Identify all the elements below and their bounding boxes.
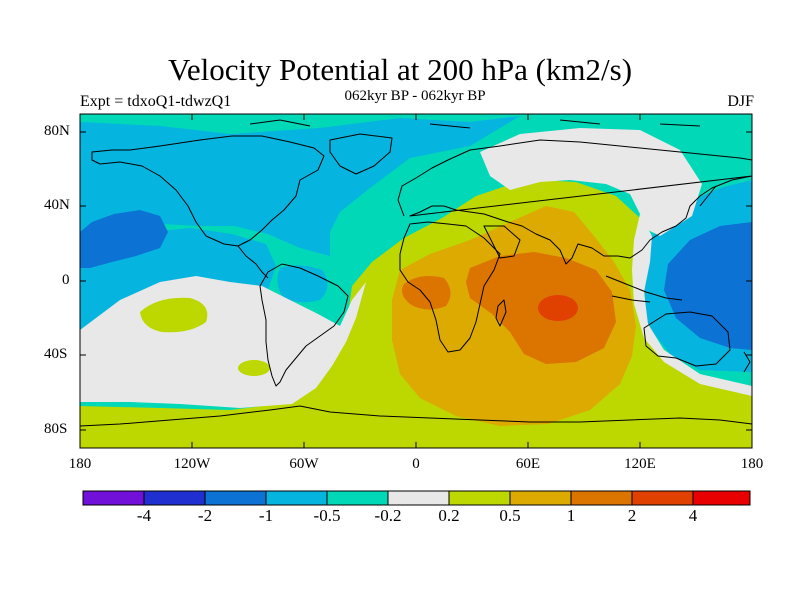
colorbar-label-2: -2 [197,506,213,525]
lat-label-40n: 40N [44,197,70,213]
lat-ticks [80,131,752,431]
coastline-central-america [237,245,269,279]
coastline-europe-asia [397,139,752,265]
contour-field [80,114,752,448]
colorbar-box-1 [82,490,145,506]
contour-fill-pos-weak-patch-b [238,360,270,376]
colorbar-label-8: 1 [566,506,576,525]
coastlines [80,119,752,427]
contour-fill-neg-strong-west-pacific [664,222,752,350]
coastline-greenland [329,133,393,175]
coastline-japan [699,185,717,207]
lon-label-60e: 60E [515,456,541,472]
colorbar-box-8 [509,490,572,506]
colorbar-label-3: -1 [258,506,274,525]
lon-label-120e: 120E [624,456,656,472]
lon-label-180e: 180 [740,456,764,472]
colorbar-box-5 [326,490,389,506]
season-label: DJF [727,93,754,110]
lon-label-120w: 120W [173,456,211,472]
coastline-indonesia [605,275,683,303]
colorbar-label-10: 4 [688,506,698,525]
contour-fill-neg-moderate-north-pacific [80,116,520,256]
experiment-label: Expt = tdxoQ1-tdwzQ1 [80,93,232,110]
contour-fill-neg-moderate-atlantic [277,265,328,303]
colorbar-box-10 [631,490,694,506]
contour-fill-neg-strong-north-pacific [80,210,168,268]
contour-fill-near-zero-asia [480,128,702,236]
lon-ticks [191,114,641,448]
map-title: Velocity Potential at 200 hPa (km2/s) [167,52,633,87]
colorbar-label-6: 0.2 [438,506,460,525]
lon-label-0: 0 [412,456,420,472]
coastline-north-america [91,135,325,247]
colorbar-label-4: -0.5 [313,506,341,525]
lat-label-80n: 80N [44,123,70,139]
contour-fill-pos-maximum [538,295,578,321]
colorbar-box-4 [265,490,328,506]
coastline-south-america [259,263,349,387]
colorbar-label-9: 2 [627,506,637,525]
colorbar-box-3 [204,490,267,506]
contour-fill-near-zero-west-pacific [632,214,752,396]
colorbar-label-1: -4 [136,506,152,525]
contour-fill-pos-strong-africa [402,276,451,310]
colorbar-box-2 [143,490,206,506]
lat-label-0: 0 [62,272,70,288]
coastline-arctic-islands [249,119,701,129]
map-subtitle: 062kyr BP - 062kyr BP [344,88,486,104]
coastline-madagascar [495,299,507,327]
lat-label-80s: 80S [44,421,68,437]
lat-label-40s: 40S [44,346,68,362]
colorbar-box-6 [387,490,450,506]
colorbar-label-7: 0.5 [499,506,521,525]
colorbar-box-11 [692,490,751,506]
coastline-arabia [483,225,521,259]
colorbar-box-7 [448,490,511,506]
colorbar [82,490,751,506]
coastline-africa [399,221,501,353]
coastline-antarctica [80,405,752,427]
contour-fill-pos-weak-patch-a [140,297,208,333]
lon-label-60w: 60W [289,456,319,472]
colorbar-label-5: -0.2 [374,506,402,525]
coastline-australia [643,311,731,367]
colorbar-box-9 [570,490,633,506]
lon-label-180w: 180 [68,456,92,472]
